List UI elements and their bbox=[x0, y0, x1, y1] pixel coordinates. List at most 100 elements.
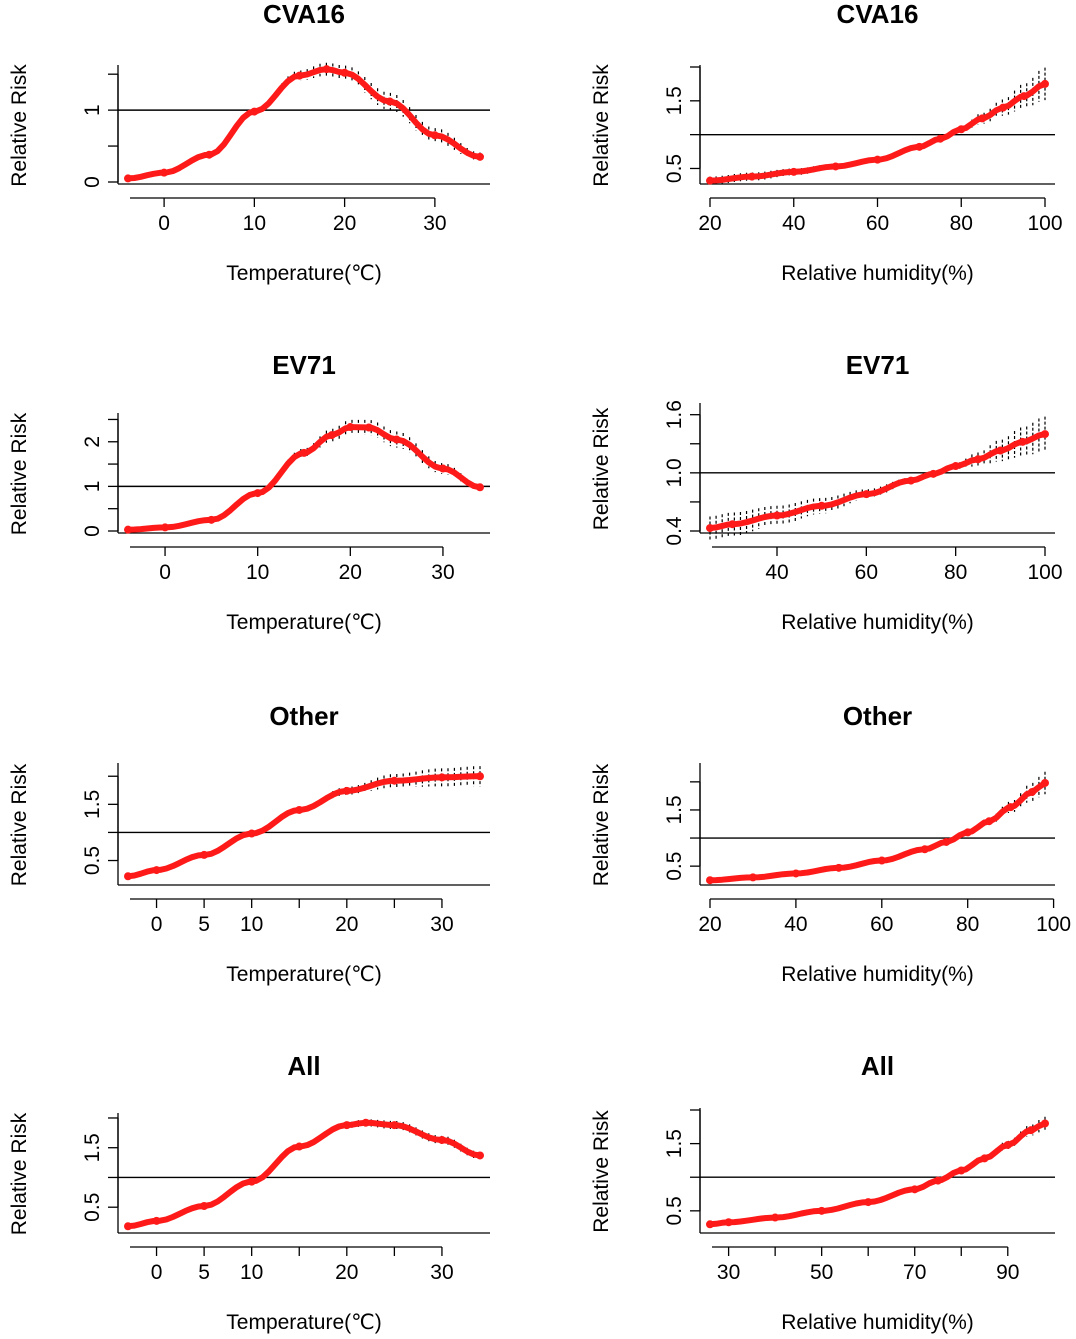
y-tick-label: 1.5 bbox=[663, 1129, 686, 1158]
data-point bbox=[873, 155, 882, 164]
x-tick-label: 5 bbox=[198, 1261, 210, 1284]
data-point bbox=[342, 1121, 351, 1130]
data-point bbox=[864, 1198, 873, 1207]
data-point bbox=[361, 1118, 370, 1127]
chart-ev71-hum: EV71 0.4 1.0 1.6 40 60 80 100 Relative humidity(… bbox=[590, 350, 1063, 634]
data-point bbox=[910, 1185, 919, 1194]
x-tick-label: 30 bbox=[717, 1261, 740, 1284]
x-tick-label: 0 bbox=[158, 212, 170, 235]
x-tick-label: 30 bbox=[431, 561, 454, 584]
data-point bbox=[437, 773, 446, 782]
data-point bbox=[985, 817, 994, 826]
data-point bbox=[340, 68, 349, 77]
y-tick-label: 1.5 bbox=[663, 86, 686, 115]
data-point bbox=[346, 423, 355, 432]
x-tick-label: 100 bbox=[1027, 561, 1062, 584]
data-point bbox=[295, 805, 304, 814]
data-point bbox=[247, 829, 256, 838]
data-point bbox=[161, 523, 170, 532]
y-tick-label: 2 bbox=[81, 436, 104, 448]
data-point bbox=[789, 167, 798, 176]
x-tick-label: 30 bbox=[430, 913, 453, 936]
data-point bbox=[1027, 1126, 1036, 1135]
x-tick-label: 10 bbox=[240, 1261, 263, 1284]
x-tick-label: 30 bbox=[430, 1261, 453, 1284]
y-axis-label: Relative Risk bbox=[590, 407, 613, 530]
chart-title: EV71 bbox=[846, 350, 910, 380]
x-tick-label: 100 bbox=[1036, 913, 1071, 936]
data-point bbox=[390, 776, 399, 785]
x-tick-label: 100 bbox=[1027, 212, 1062, 235]
data-point bbox=[706, 176, 714, 185]
x-tick-label: 20 bbox=[335, 1261, 358, 1284]
risk-curve bbox=[707, 1120, 1048, 1228]
y-tick-label: 1.0 bbox=[663, 458, 686, 487]
data-point bbox=[476, 1151, 484, 1160]
y-axis-label: Relative Risk bbox=[590, 64, 613, 187]
x-axis-label: Temperature(℃) bbox=[226, 963, 381, 986]
data-point bbox=[817, 1206, 826, 1215]
data-point bbox=[936, 134, 945, 143]
x-tick-label: 40 bbox=[782, 212, 805, 235]
x-tick-label: 0 bbox=[151, 913, 163, 936]
x-tick-label: 60 bbox=[870, 913, 893, 936]
x-tick-label: 90 bbox=[996, 1261, 1019, 1284]
x-tick-label: 10 bbox=[246, 561, 269, 584]
data-point bbox=[295, 1142, 304, 1151]
risk-curve bbox=[707, 80, 1048, 184]
data-point bbox=[124, 872, 132, 881]
data-point bbox=[295, 71, 304, 80]
data-point bbox=[933, 1176, 942, 1185]
x-tick-label: 10 bbox=[243, 212, 266, 235]
data-point bbox=[430, 131, 439, 140]
y-tick-label: 1.6 bbox=[663, 400, 686, 429]
data-point bbox=[831, 162, 840, 171]
data-point bbox=[327, 431, 336, 440]
data-point bbox=[706, 524, 714, 533]
data-point bbox=[957, 125, 966, 134]
data-point bbox=[250, 107, 259, 116]
data-point bbox=[957, 1166, 966, 1175]
data-point bbox=[200, 850, 209, 859]
y-tick-label: 0.5 bbox=[663, 154, 686, 183]
data-point bbox=[152, 1216, 161, 1225]
x-tick-label: 40 bbox=[765, 561, 788, 584]
x-tick-label: 60 bbox=[855, 561, 878, 584]
data-point bbox=[300, 448, 308, 457]
data-point bbox=[1041, 778, 1049, 787]
y-axis-label: Relative Risk bbox=[8, 412, 31, 535]
y-tick-label: 0.5 bbox=[81, 1193, 104, 1222]
y-tick-label: 1.5 bbox=[81, 1133, 104, 1162]
x-tick-label: 80 bbox=[956, 913, 979, 936]
y-tick-label: 1.5 bbox=[663, 795, 686, 824]
data-point bbox=[1006, 803, 1015, 812]
x-tick-label: 20 bbox=[335, 913, 358, 936]
chart-other-temp: Other 0.5 1.5 0 5 10 20 30 Temperature(℃) Relativ… bbox=[8, 701, 490, 986]
x-tick-label: 0 bbox=[159, 561, 171, 584]
data-point bbox=[253, 489, 262, 498]
data-point bbox=[124, 1222, 132, 1231]
data-point bbox=[974, 455, 982, 464]
data-point bbox=[364, 423, 373, 432]
chart-title: Other bbox=[269, 701, 338, 731]
data-point bbox=[817, 501, 826, 510]
data-point bbox=[862, 490, 871, 499]
x-tick-label: 10 bbox=[240, 913, 263, 936]
chart-title: EV71 bbox=[272, 350, 336, 380]
y-axis-label: Relative Risk bbox=[8, 763, 31, 886]
y-tick-label: 0 bbox=[81, 525, 104, 537]
data-point bbox=[963, 828, 972, 837]
x-tick-label: 30 bbox=[423, 212, 446, 235]
data-point bbox=[724, 1218, 733, 1227]
x-tick-label: 0 bbox=[151, 1261, 163, 1284]
chart-all-temp: All 0.5 1.5 0 5 10 20 30 Temperature(℃) Relative … bbox=[8, 1051, 490, 1334]
x-axis-label: Temperature(℃) bbox=[226, 262, 381, 285]
data-point bbox=[124, 174, 132, 183]
data-point bbox=[791, 869, 800, 878]
data-point bbox=[942, 837, 951, 846]
chart-other-hum: Other 0.5 1.5 20 40 60 80 100 Relative humidity(… bbox=[590, 701, 1071, 986]
x-tick-label: 60 bbox=[866, 212, 889, 235]
